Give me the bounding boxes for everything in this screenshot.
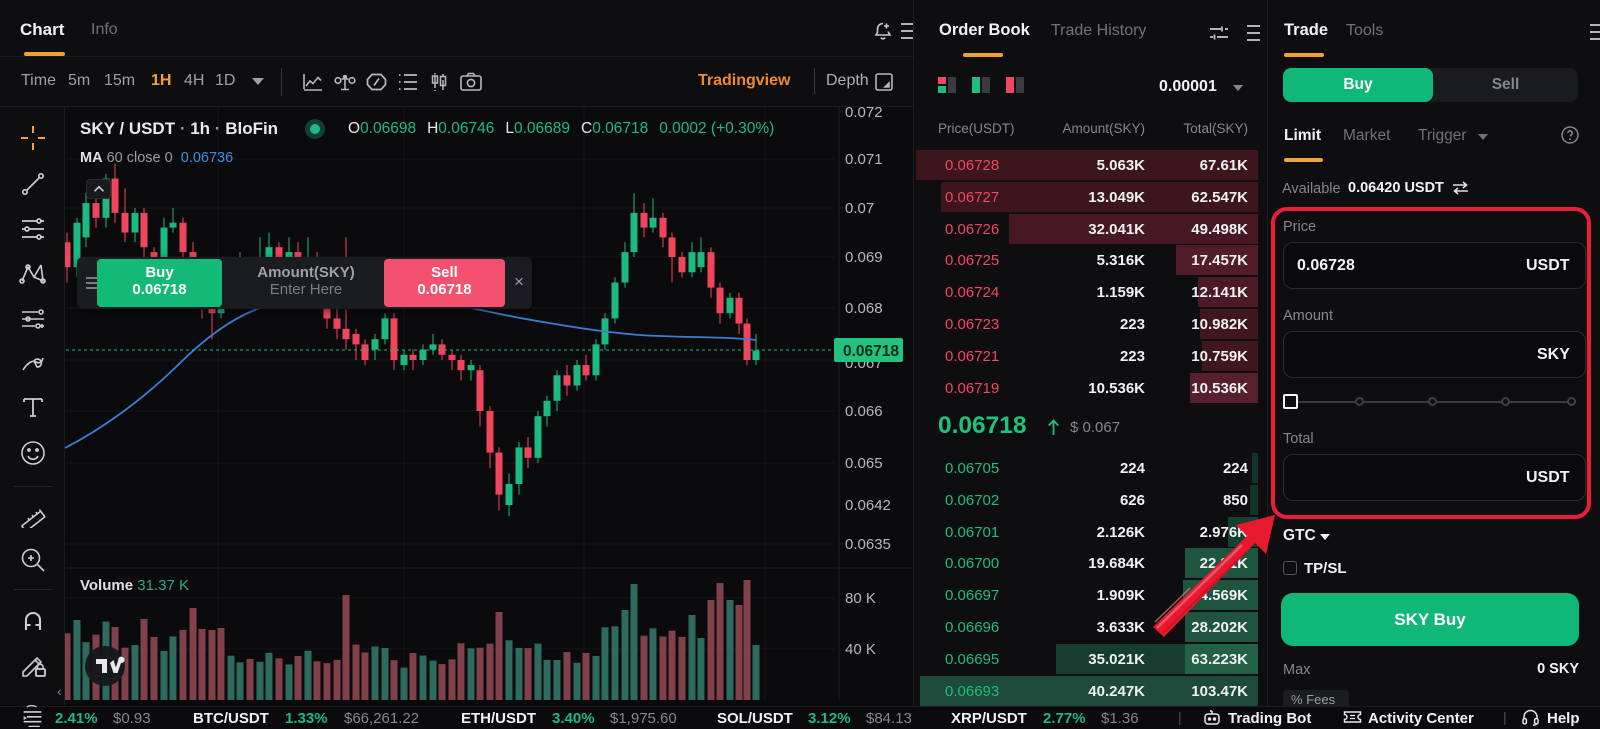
svg-text:0.068: 0.068 [845, 300, 883, 317]
svg-text:0.06718: 0.06718 [843, 343, 899, 360]
svg-text:40 K: 40 K [845, 641, 876, 658]
svg-text:80 K: 80 K [845, 590, 876, 607]
svg-text:0.0635: 0.0635 [845, 536, 891, 553]
svg-text:0.07: 0.07 [845, 200, 874, 217]
svg-text:0.065: 0.065 [845, 455, 883, 472]
svg-text:0.066: 0.066 [845, 403, 883, 420]
svg-text:0.071: 0.071 [845, 151, 883, 168]
svg-text:0.072: 0.072 [845, 107, 883, 121]
svg-text:0.0642: 0.0642 [845, 497, 891, 514]
svg-text:0.069: 0.069 [845, 249, 883, 266]
